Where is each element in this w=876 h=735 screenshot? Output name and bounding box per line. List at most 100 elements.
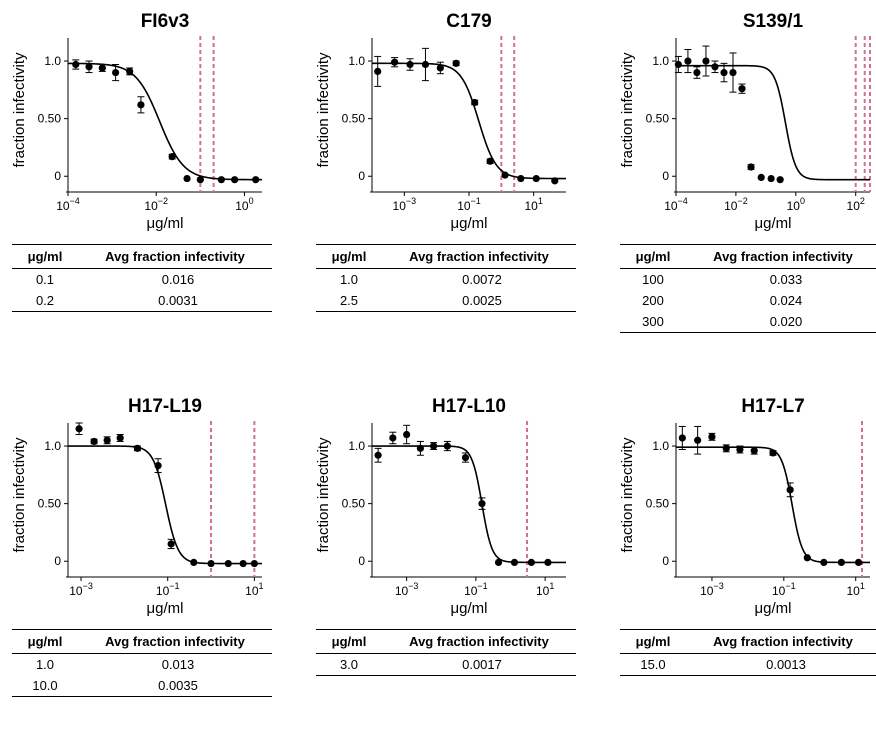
data-point [250, 559, 258, 568]
cell-ugml: 1.0 [339, 272, 359, 287]
chart-h17-l10: H17-L10 fraction infectivity μg/ml 0 0.50 1.0… [315, 396, 566, 617]
y-tick-label: 1.0 [348, 54, 365, 68]
table-row: 15.0 0.0013 [620, 654, 876, 675]
y-tick-label: 0.50 [646, 497, 670, 511]
data-point [471, 98, 479, 107]
data-point [517, 174, 525, 183]
header-ugml: μg/ml [635, 249, 671, 264]
data-point [544, 558, 552, 566]
data-point [803, 554, 811, 562]
data-point [137, 101, 145, 109]
header-ugml: μg/ml [27, 634, 63, 649]
data-point [126, 67, 134, 76]
data-point [207, 559, 215, 568]
y-tick-label: 0 [358, 169, 365, 183]
data-point [738, 85, 746, 93]
data-point [190, 558, 198, 566]
data-point [391, 58, 399, 66]
data-point [711, 63, 719, 71]
cell-ugml: 3.0 [339, 657, 359, 672]
x-tick-label: 101 [524, 196, 542, 213]
cell-avg: 0.033 [769, 272, 803, 287]
x-axis-label: μg/ml [451, 215, 488, 232]
panel-s139-1: S139/1 fraction infectivity μg/ml 0 0.50 1.0 1… [608, 0, 876, 350]
table-row: 1.0 0.013 [12, 654, 272, 675]
x-tick-label: 10−3 [393, 196, 417, 213]
chart-h17-l19: H17-L19 fraction infectivity μg/ml 0 0.50 1.0… [11, 396, 264, 617]
data-point [820, 558, 828, 566]
y-tick-label: 1.0 [44, 439, 61, 453]
cell-avg: 0.0031 [158, 293, 198, 308]
header-ugml: μg/ml [635, 634, 671, 649]
cell-avg: 0.020 [769, 314, 803, 329]
data-point [374, 451, 382, 459]
data-point [239, 559, 247, 568]
y-axis-label: fraction infectivity [11, 437, 28, 553]
table-row: 1.0 0.0072 [316, 269, 576, 290]
y-tick-label: 1.0 [652, 439, 669, 453]
x-tick-label: 101 [245, 581, 263, 598]
chart-title: C179 [446, 11, 491, 32]
table-header: μg/ml Avg fraction infectivity [620, 630, 876, 654]
table-fi6v3: μg/ml Avg fraction infectivity 0.1 0.016… [12, 244, 272, 312]
data-point [75, 425, 83, 433]
cell-ugml: 1.0 [35, 657, 55, 672]
x-tick-label: 10−1 [156, 581, 180, 598]
header-avg: Avg fraction infectivity [409, 634, 549, 649]
x-tick-label: 10−4 [56, 196, 80, 213]
data-point [252, 176, 260, 184]
chart-title: H17-L19 [128, 396, 202, 417]
data-point [494, 558, 503, 566]
data-point [72, 60, 80, 69]
cell-ugml: 0.1 [35, 272, 55, 287]
y-tick-label: 0 [358, 554, 365, 568]
cell-avg: 0.0017 [462, 657, 502, 672]
chart-title: H17-L7 [741, 396, 804, 417]
y-axis-label: fraction infectivity [619, 437, 636, 553]
table-header: μg/ml Avg fraction infectivity [12, 630, 272, 654]
data-point [374, 67, 382, 76]
data-point [769, 449, 777, 457]
table-row: 100 0.033 [620, 269, 876, 290]
data-point [154, 462, 162, 470]
y-tick-label: 1.0 [348, 439, 365, 453]
data-point [231, 176, 239, 184]
x-tick-label: 10−1 [457, 196, 481, 213]
data-point [678, 434, 686, 442]
y-tick-label: 0 [662, 169, 669, 183]
data-point [694, 436, 702, 444]
data-point [436, 64, 444, 72]
cell-avg: 0.0025 [462, 293, 502, 308]
fit-curve [676, 64, 870, 181]
data-point [452, 59, 460, 67]
y-tick-label: 0 [662, 554, 669, 568]
data-point [786, 486, 794, 494]
header-avg: Avg fraction infectivity [105, 634, 245, 649]
cell-ugml: 100 [642, 272, 664, 287]
data-point [167, 540, 175, 548]
panel-h17-l7: H17-L7 fraction infectivity μg/ml 0 0.50 1.0 1… [608, 385, 876, 735]
x-tick-label: 101 [536, 581, 554, 598]
cell-avg: 0.0072 [462, 272, 502, 287]
data-point [112, 68, 120, 77]
header-avg: Avg fraction infectivity [409, 249, 549, 264]
y-tick-label: 0.50 [342, 497, 366, 511]
y-tick-label: 1.0 [44, 54, 61, 68]
data-point [702, 57, 710, 65]
data-point [674, 60, 682, 69]
y-tick-label: 0.50 [646, 112, 670, 126]
x-tick-label: 10−4 [664, 196, 688, 213]
x-axis-label: μg/ml [147, 215, 184, 232]
chart-s139-1: S139/1 fraction infectivity μg/ml 0 0.50 1.0 1… [619, 11, 871, 232]
data-point [90, 437, 98, 446]
data-point [722, 444, 730, 452]
fit-curve [676, 446, 870, 564]
data-point [747, 163, 755, 171]
cell-ugml: 200 [642, 293, 664, 308]
cell-avg: 0.0013 [766, 657, 806, 672]
y-tick-label: 0.50 [38, 112, 62, 126]
header-ugml: μg/ml [27, 249, 63, 264]
chart-c179: C179 fraction infectivity μg/ml 0 0.50 1.0 10−… [315, 11, 566, 232]
table-h17-l10: μg/ml Avg fraction infectivity 3.0 0.001… [316, 629, 576, 676]
data-point [736, 445, 744, 454]
